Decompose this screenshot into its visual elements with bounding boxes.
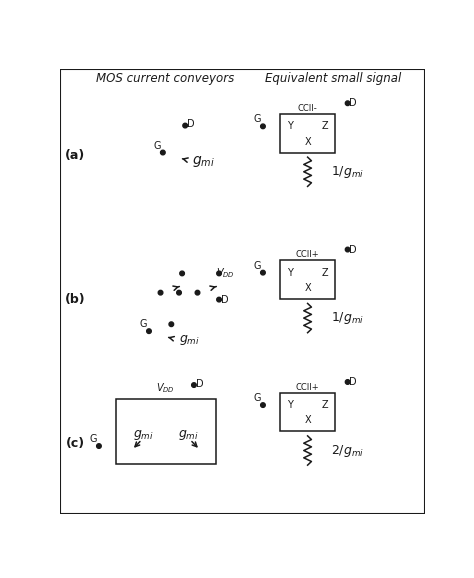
Circle shape (169, 322, 173, 327)
Text: $V_{DD}$: $V_{DD}$ (216, 266, 235, 280)
Circle shape (161, 150, 165, 155)
Text: $2/g_{mi}$: $2/g_{mi}$ (331, 443, 364, 458)
Text: CCII+: CCII+ (296, 383, 319, 392)
Bar (280, 260, 335, 299)
Text: G: G (253, 261, 261, 271)
Circle shape (195, 290, 200, 295)
Text: X: X (304, 137, 311, 147)
Circle shape (346, 247, 350, 252)
Text: Z: Z (322, 400, 328, 410)
Text: $V_{DD}$: $V_{DD}$ (156, 381, 175, 395)
Circle shape (191, 383, 196, 387)
Text: Y: Y (287, 400, 293, 410)
Text: D: D (349, 377, 357, 387)
Text: G: G (154, 140, 161, 151)
Text: D: D (221, 295, 229, 305)
Text: X: X (304, 283, 311, 293)
Bar (280, 393, 335, 431)
Text: $g_{mi}$: $g_{mi}$ (178, 428, 199, 442)
Text: G: G (89, 434, 97, 444)
Text: Z: Z (322, 268, 328, 277)
Text: X: X (304, 416, 311, 425)
Text: MOS current conveyors: MOS current conveyors (96, 72, 235, 85)
Text: Equivalent small signal: Equivalent small signal (265, 72, 401, 85)
Text: CCII-: CCII- (298, 104, 318, 113)
Circle shape (261, 271, 265, 275)
Text: CCII+: CCII+ (296, 250, 319, 260)
Circle shape (180, 271, 184, 276)
Text: (b): (b) (65, 293, 85, 306)
Circle shape (183, 123, 188, 128)
Text: D: D (196, 379, 204, 388)
Text: Y: Y (287, 121, 293, 131)
Text: (a): (a) (65, 150, 85, 162)
Text: D: D (349, 244, 357, 254)
Circle shape (177, 290, 182, 295)
Text: $g_{mi}$: $g_{mi}$ (192, 154, 215, 169)
Circle shape (217, 271, 221, 276)
Text: Y: Y (287, 268, 293, 277)
Circle shape (146, 329, 151, 334)
Text: Z: Z (322, 121, 328, 131)
Text: $g_{mi}$: $g_{mi}$ (179, 334, 200, 347)
Text: G: G (139, 319, 146, 329)
Text: $g_{mi}$: $g_{mi}$ (134, 428, 155, 442)
Text: (c): (c) (65, 437, 85, 450)
Text: $1/g_{mi}$: $1/g_{mi}$ (331, 310, 364, 326)
Circle shape (97, 444, 101, 449)
Circle shape (158, 290, 163, 295)
Circle shape (261, 403, 265, 407)
Bar (280, 114, 335, 153)
Circle shape (346, 101, 350, 106)
Text: D: D (349, 98, 357, 108)
Circle shape (261, 124, 265, 129)
Text: G: G (253, 114, 261, 124)
Bar (116, 399, 216, 464)
Text: G: G (253, 393, 261, 403)
Circle shape (217, 297, 221, 302)
Circle shape (346, 380, 350, 384)
Text: D: D (187, 119, 194, 129)
Text: $1/g_{mi}$: $1/g_{mi}$ (331, 164, 364, 180)
